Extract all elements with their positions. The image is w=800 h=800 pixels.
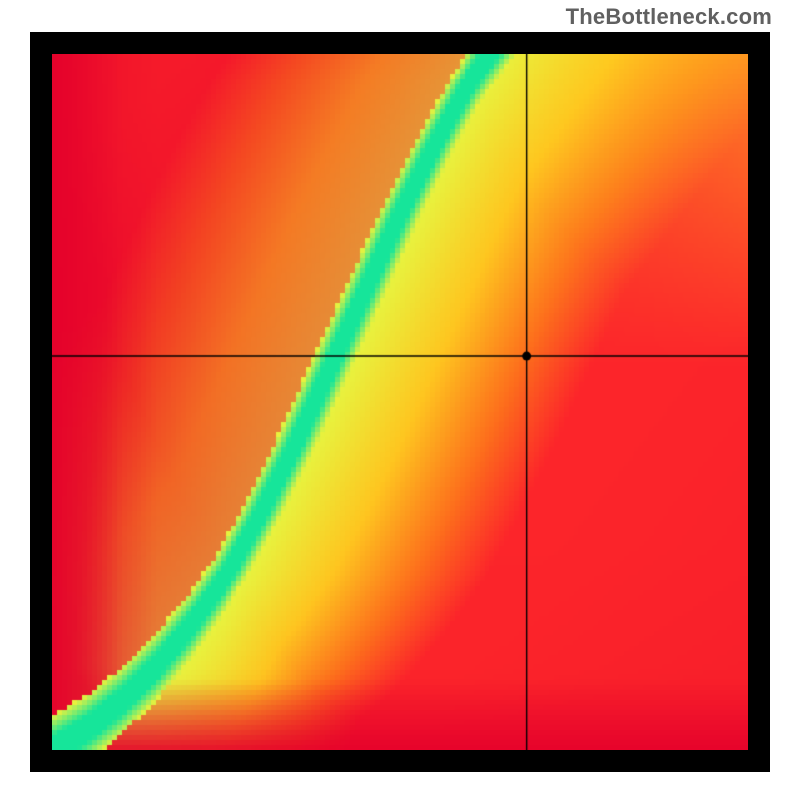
plot-frame — [30, 32, 770, 772]
chart-container: TheBottleneck.com — [0, 0, 800, 800]
attribution-text: TheBottleneck.com — [566, 4, 772, 30]
crosshair-overlay — [52, 54, 748, 750]
